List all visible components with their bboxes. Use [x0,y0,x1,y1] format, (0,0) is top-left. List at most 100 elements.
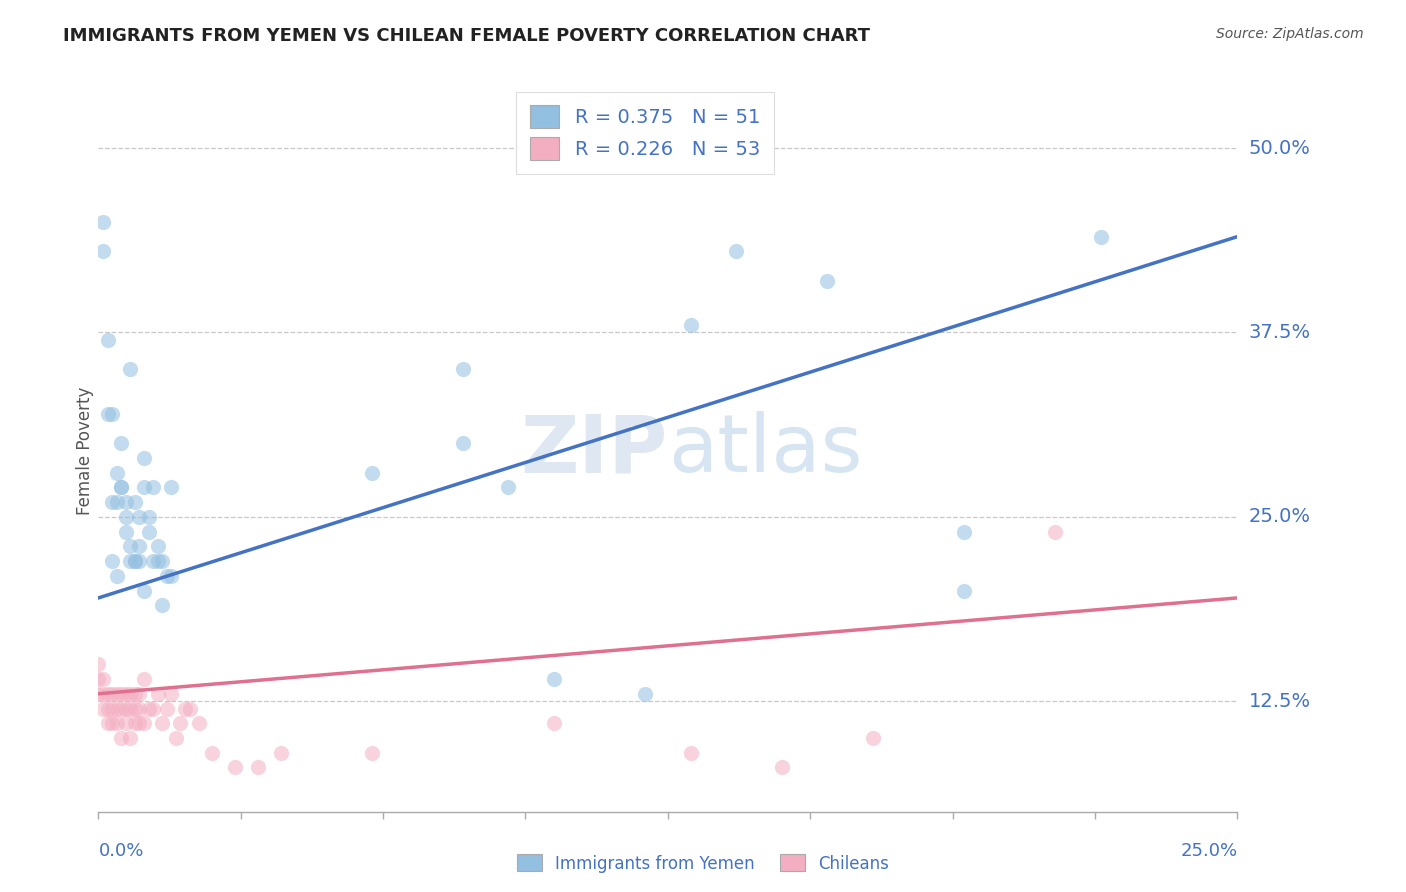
Point [128,554,150,568]
Point [360,746,382,760]
Y-axis label: Female Poverty: Female Poverty [76,386,94,515]
Point [105,687,128,701]
Point [96,687,118,701]
Point [132,583,155,598]
Legend: Immigrants from Yemen, Chileans: Immigrants from Yemen, Chileans [510,847,896,880]
Point [146,687,169,701]
Text: 12.5%: 12.5% [1249,691,1310,711]
Point [114,495,136,509]
Point [160,687,183,701]
Text: IMMIGRANTS FROM YEMEN VS CHILEAN FEMALE POVERTY CORRELATION CHART: IMMIGRANTS FROM YEMEN VS CHILEAN FEMALE … [63,27,870,45]
Point [128,701,150,715]
Point [105,701,128,715]
Point [953,583,976,598]
Point [120,731,142,745]
Point [246,760,269,774]
Point [120,687,142,701]
Point [128,509,150,524]
Point [953,524,976,539]
Point [110,480,132,494]
Point [132,450,155,465]
Point [634,687,657,701]
Point [142,480,165,494]
Point [543,716,565,731]
Point [224,760,246,774]
Point [96,407,118,421]
Point [128,539,150,553]
Point [124,495,146,509]
Point [160,569,183,583]
Point [87,687,110,701]
Point [150,599,173,613]
Point [142,701,165,715]
Point [128,687,150,701]
Point [179,701,201,715]
Point [110,731,132,745]
Point [725,244,748,259]
Point [120,701,142,715]
Point [87,657,110,672]
Point [91,701,114,715]
Point [114,687,136,701]
Point [498,480,520,494]
Point [201,746,224,760]
Point [91,672,114,686]
Point [114,701,136,715]
Point [451,436,474,450]
Point [124,716,146,731]
Text: 0.0%: 0.0% [98,842,143,860]
Point [124,554,146,568]
Point [679,318,702,332]
Point [124,701,146,715]
Point [96,701,118,715]
Point [156,701,179,715]
Point [165,731,187,745]
Point [174,701,197,715]
Point [187,716,209,731]
Point [124,554,146,568]
Point [360,466,382,480]
Point [451,362,474,376]
Point [105,569,128,583]
Point [110,687,132,701]
Point [132,716,155,731]
Point [114,524,136,539]
Point [105,716,128,731]
Point [91,215,114,229]
Point [101,495,124,509]
Point [105,466,128,480]
Point [160,480,183,494]
Text: atlas: atlas [668,411,862,490]
Point [142,554,165,568]
Text: Source: ZipAtlas.com: Source: ZipAtlas.com [1216,27,1364,41]
Point [120,554,142,568]
Point [110,701,132,715]
Point [146,539,169,553]
Legend: R = 0.375   N = 51, R = 0.226   N = 53: R = 0.375 N = 51, R = 0.226 N = 53 [516,92,773,174]
Point [128,716,150,731]
Point [270,746,292,760]
Point [105,495,128,509]
Point [110,480,132,494]
Point [96,333,118,347]
Text: 25.0%: 25.0% [1249,508,1310,526]
Point [87,672,110,686]
Text: 50.0%: 50.0% [1249,138,1310,158]
Point [101,554,124,568]
Point [1043,524,1066,539]
Point [101,716,124,731]
Point [770,760,793,774]
Point [124,687,146,701]
Point [110,436,132,450]
Point [679,746,702,760]
Text: ZIP: ZIP [520,411,668,490]
Point [862,731,884,745]
Point [138,701,160,715]
Point [120,539,142,553]
Point [101,701,124,715]
Point [91,244,114,259]
Point [120,362,142,376]
Point [114,509,136,524]
Point [156,569,179,583]
Point [132,672,155,686]
